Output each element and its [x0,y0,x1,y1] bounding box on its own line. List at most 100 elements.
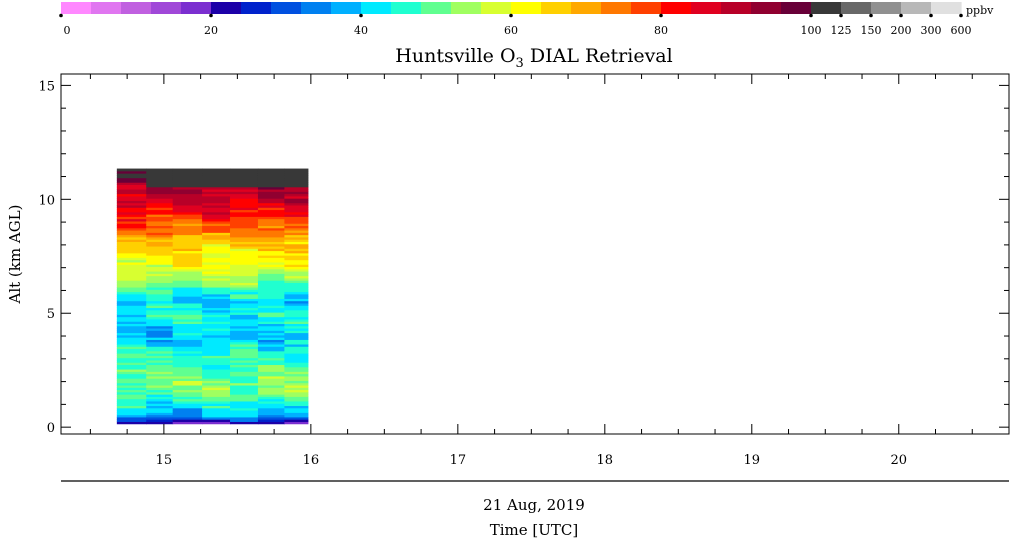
heatmap-cell [257,191,285,195]
heatmap-cell [172,296,203,299]
heatmap-cell [284,378,309,381]
heatmap-cell [257,266,285,270]
heatmap-cell [146,348,174,352]
heatmap-cell [172,373,203,377]
heatmap-cell [202,382,231,386]
heatmap-cell [172,225,203,229]
heatmap-cell [257,416,285,420]
heatmap-cell [230,385,259,388]
heatmap-cell [146,191,174,195]
y-tick-label: 0 [47,421,55,436]
heatmap-cell [202,302,231,306]
heatmap-cell [257,312,285,315]
heatmap-cell [284,216,309,220]
heatmap-cell [257,170,285,174]
heatmap-cell [257,195,285,199]
heatmap-cell [202,289,231,293]
heatmap-cell [172,216,203,220]
heatmap-cell [257,407,285,411]
heatmap-cell [116,193,147,197]
heatmap-cell [172,271,203,274]
heatmap-cell [172,287,203,290]
heatmap-cell [172,339,203,343]
y-axis-label: Alt (km AGL) [6,205,24,305]
heatmap-cell [230,289,259,293]
colorbar-tick-label: 125 [831,24,852,37]
heatmap-cell [116,385,147,388]
heatmap-cell [257,353,285,356]
heatmap-cell [202,252,231,256]
heatmap-cell [146,220,174,224]
heatmap-cell [230,195,259,199]
heatmap-cell [257,403,285,407]
heatmap-cell [146,198,174,201]
heatmap-cell [284,220,309,224]
heatmap-cell [172,202,203,206]
heatmap-cell [230,284,259,288]
heatmap-cell [257,259,285,263]
heatmap-cell [202,344,231,347]
heatmap-cell [284,273,309,277]
heatmap-cell [172,307,203,311]
heatmap-cell [230,266,259,270]
heatmap-cell [146,318,174,322]
heatmap-cell [257,380,285,384]
heatmap-cell [146,305,174,309]
heatmap-cell [116,202,147,206]
heatmap-cell [284,380,309,384]
heatmap-cell [257,316,285,320]
heatmap-cell [230,291,259,295]
heatmap-cell [172,391,203,395]
heatmap-cell [202,259,231,263]
heatmap-cell [257,193,285,197]
heatmap-cell [172,302,203,306]
heatmap-cell [172,389,203,393]
heatmap-cell [202,314,231,318]
colorbar-swatch [721,2,752,14]
heatmap-cell [172,412,203,416]
heatmap-cell [284,241,309,245]
heatmap-cell [172,230,203,233]
heatmap-cell [116,232,147,236]
x-tick-label: 15 [156,453,173,468]
heatmap-cell [284,405,309,409]
heatmap-cell [116,355,147,359]
heatmap-cell [230,230,259,233]
heatmap-cell [202,348,231,352]
heatmap-cell [116,312,147,315]
heatmap-cell [146,325,174,329]
heatmap-cell [257,209,285,213]
heatmap-cell [172,350,203,354]
heatmap-cell [202,214,231,217]
heatmap-cell [172,284,203,288]
heatmap-cell [257,264,285,268]
heatmap-cell [202,325,231,329]
heatmap-cell [257,246,285,249]
heatmap-cell [116,398,147,402]
heatmap-cell [146,387,174,391]
heatmap-cell [146,239,174,242]
colorbar-swatch [751,2,782,14]
heatmap-cell [284,248,309,252]
heatmap-cell [257,177,285,181]
heatmap-cell [202,350,231,354]
colorbar-tick-label: 150 [861,24,882,37]
heatmap-cell [284,186,309,190]
heatmap-cell [172,177,203,181]
heatmap-cell [284,416,309,420]
colorbar-tick-label: 600 [951,24,972,37]
heatmap-cell [257,328,285,331]
heatmap-cell [202,205,231,208]
heatmap-cell [284,252,309,256]
heatmap-cell [257,378,285,381]
heatmap-cell [116,407,147,411]
heatmap-cell [116,350,147,354]
heatmap-cell [146,334,174,338]
heatmap-cell [146,314,174,318]
heatmap-cell [116,296,147,299]
colorbar-swatch [571,2,602,14]
heatmap-cell [172,173,203,176]
heatmap-cell [284,202,309,206]
heatmap-cell [230,241,259,245]
heatmap-cell [146,350,174,354]
